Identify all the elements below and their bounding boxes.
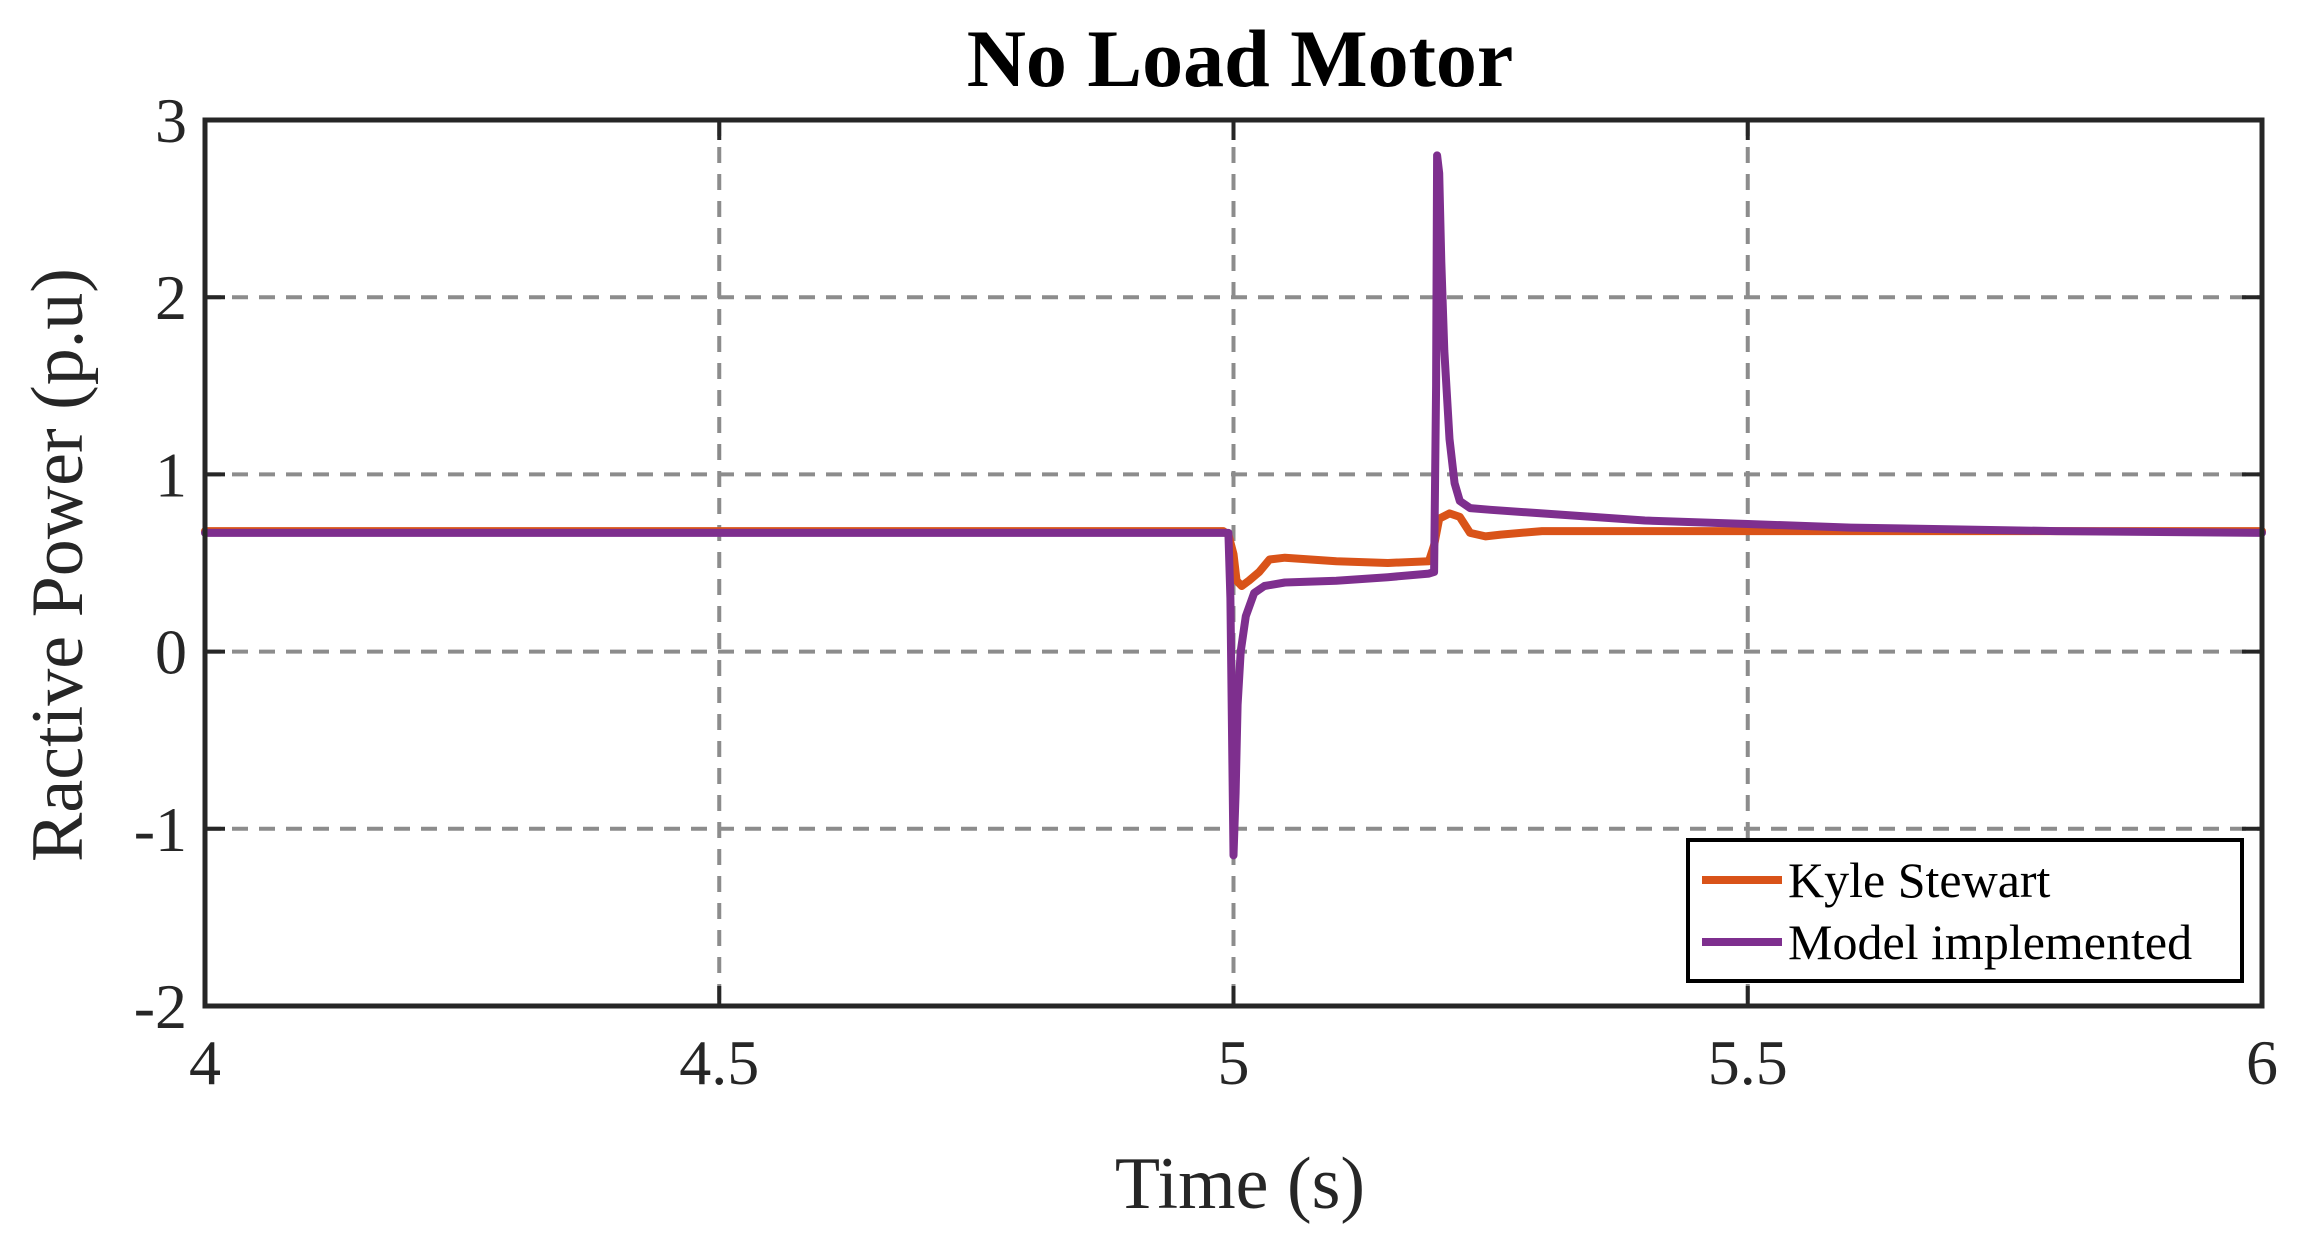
x-axis-label: Time (s) [1115, 1143, 1365, 1225]
legend-label-2: Model implemented [1788, 914, 2192, 970]
x-tick-label: 5 [1218, 1027, 1250, 1098]
ticks-layer: 4 4.5 5 5.5 6 -2 -1 0 1 2 3 [134, 85, 2278, 1098]
y-tick-label: -1 [134, 794, 187, 865]
x-tick-label: 4 [189, 1027, 221, 1098]
y-axis-label: Ractive Power (p.u) [17, 268, 99, 862]
x-tick-label: 6 [2246, 1027, 2278, 1098]
legend-box [1686, 838, 2244, 983]
x-tick-label: 5.5 [1708, 1027, 1788, 1098]
legend-label-1: Kyle Stewart [1788, 852, 2051, 908]
y-tick-label: 0 [155, 617, 187, 688]
y-tick-label: 2 [155, 262, 187, 333]
chart-title: No Load Motor [967, 13, 1514, 104]
y-tick-label: -2 [134, 971, 187, 1042]
y-tick-label: 3 [155, 85, 187, 156]
x-tick-label: 4.5 [679, 1027, 759, 1098]
series-line-1 [201, 509, 2266, 590]
y-tick-label: 1 [155, 439, 187, 510]
legend: Kyle Stewart Model implemented [1686, 838, 2244, 983]
series-layer [201, 151, 2266, 860]
series-line-2 [201, 151, 2266, 860]
